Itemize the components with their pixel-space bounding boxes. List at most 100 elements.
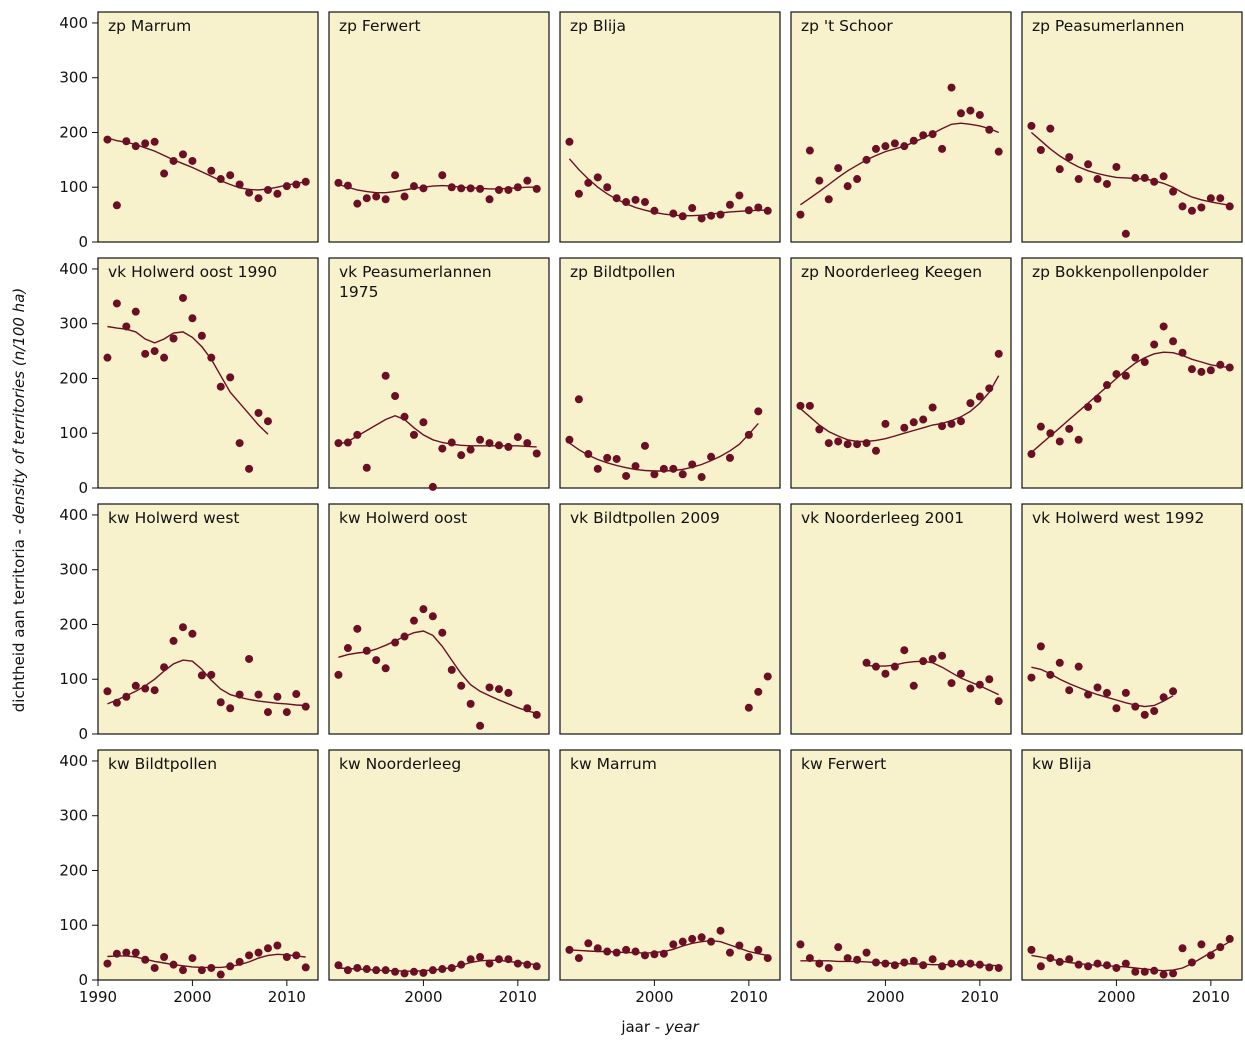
data-point [1084,962,1093,971]
data-point [353,199,362,208]
panel [1021,257,1243,489]
data-point [457,681,466,690]
data-point [391,171,400,180]
data-point [1169,969,1178,978]
data-point [169,636,178,645]
data-point [178,966,187,975]
data-point [409,967,418,976]
data-point [476,953,485,961]
panel-title: vk Holwerd oost 1990 [108,263,278,281]
data-point [504,688,513,697]
data-point [447,183,456,192]
data-point [584,178,593,187]
data-point [466,184,475,193]
data-point [207,670,216,679]
data-point [1178,202,1187,211]
panel [1021,503,1243,735]
data-point [353,624,362,633]
data-point [513,433,522,442]
data-point [994,349,1003,358]
data-point [169,156,178,165]
data-point [900,142,909,151]
data-point [292,690,301,699]
data-point [466,699,475,708]
data-point [1055,437,1064,446]
panel-title: zp Ferwert [339,17,421,35]
data-point [122,692,131,701]
data-point [612,454,621,463]
panel-title: kw Ferwert [801,755,887,773]
data-point [900,646,909,655]
y-tick-label: 100 [59,424,88,442]
data-point [754,203,763,212]
data-point [754,687,763,696]
data-point [994,147,1003,156]
data-point [419,184,428,193]
data-point [1140,710,1149,719]
data-point [754,945,763,954]
panel-title: vk Bildtpollen 2009 [570,509,720,527]
data-point [707,211,716,220]
data-point [697,214,706,223]
y-tick-label: 0 [78,233,88,251]
data-point [245,464,254,473]
data-point [216,175,225,184]
data-point [1027,121,1036,130]
y-tick-label: 300 [59,69,88,87]
panel [790,749,1012,981]
data-point [688,934,697,943]
data-point [678,212,687,221]
data-point [438,171,447,180]
data-point [612,194,621,203]
data-point [400,969,409,978]
y-tick-label: 400 [59,14,88,32]
data-point [622,198,631,207]
data-point [1150,177,1159,186]
data-point [853,440,862,449]
data-point [834,437,843,446]
data-point [928,955,937,964]
data-point [400,192,409,201]
data-point [372,966,381,975]
data-point [1150,707,1159,715]
data-point [188,954,197,963]
data-point [975,680,984,689]
data-point [1187,365,1196,374]
data-point [659,949,668,958]
data-point [226,704,235,713]
panel-title: zp Bokkenpollenpolder [1032,263,1209,281]
data-point [1159,322,1168,331]
data-point [574,395,583,404]
data-point [631,462,640,471]
trend-line [1030,131,1230,206]
trend-line [338,414,537,448]
y-tick-label: 100 [59,670,88,688]
x-axis-label: jaar - year [620,1018,699,1036]
data-point [622,471,631,480]
data-point [900,958,909,967]
data-point [725,453,734,462]
data-point [282,708,291,717]
data-point [197,331,206,340]
data-point [334,961,343,970]
data-point [207,963,216,972]
data-point [716,926,725,935]
panel [790,503,1012,735]
data-point [631,195,640,204]
data-point [1055,658,1064,667]
data-point [1036,146,1045,154]
data-point [678,937,687,946]
data-point [1102,381,1111,390]
data-point [532,184,541,193]
data-point [216,970,225,979]
data-point [688,204,697,213]
trend-line [107,659,306,707]
data-point [603,453,612,462]
trend-line [107,325,269,435]
data-point [273,692,282,701]
data-point [122,948,131,957]
panel-title: kw Holwerd oost [339,509,468,527]
data-point [1036,962,1045,971]
y-tick-label: 100 [59,916,88,934]
data-point [796,210,805,219]
